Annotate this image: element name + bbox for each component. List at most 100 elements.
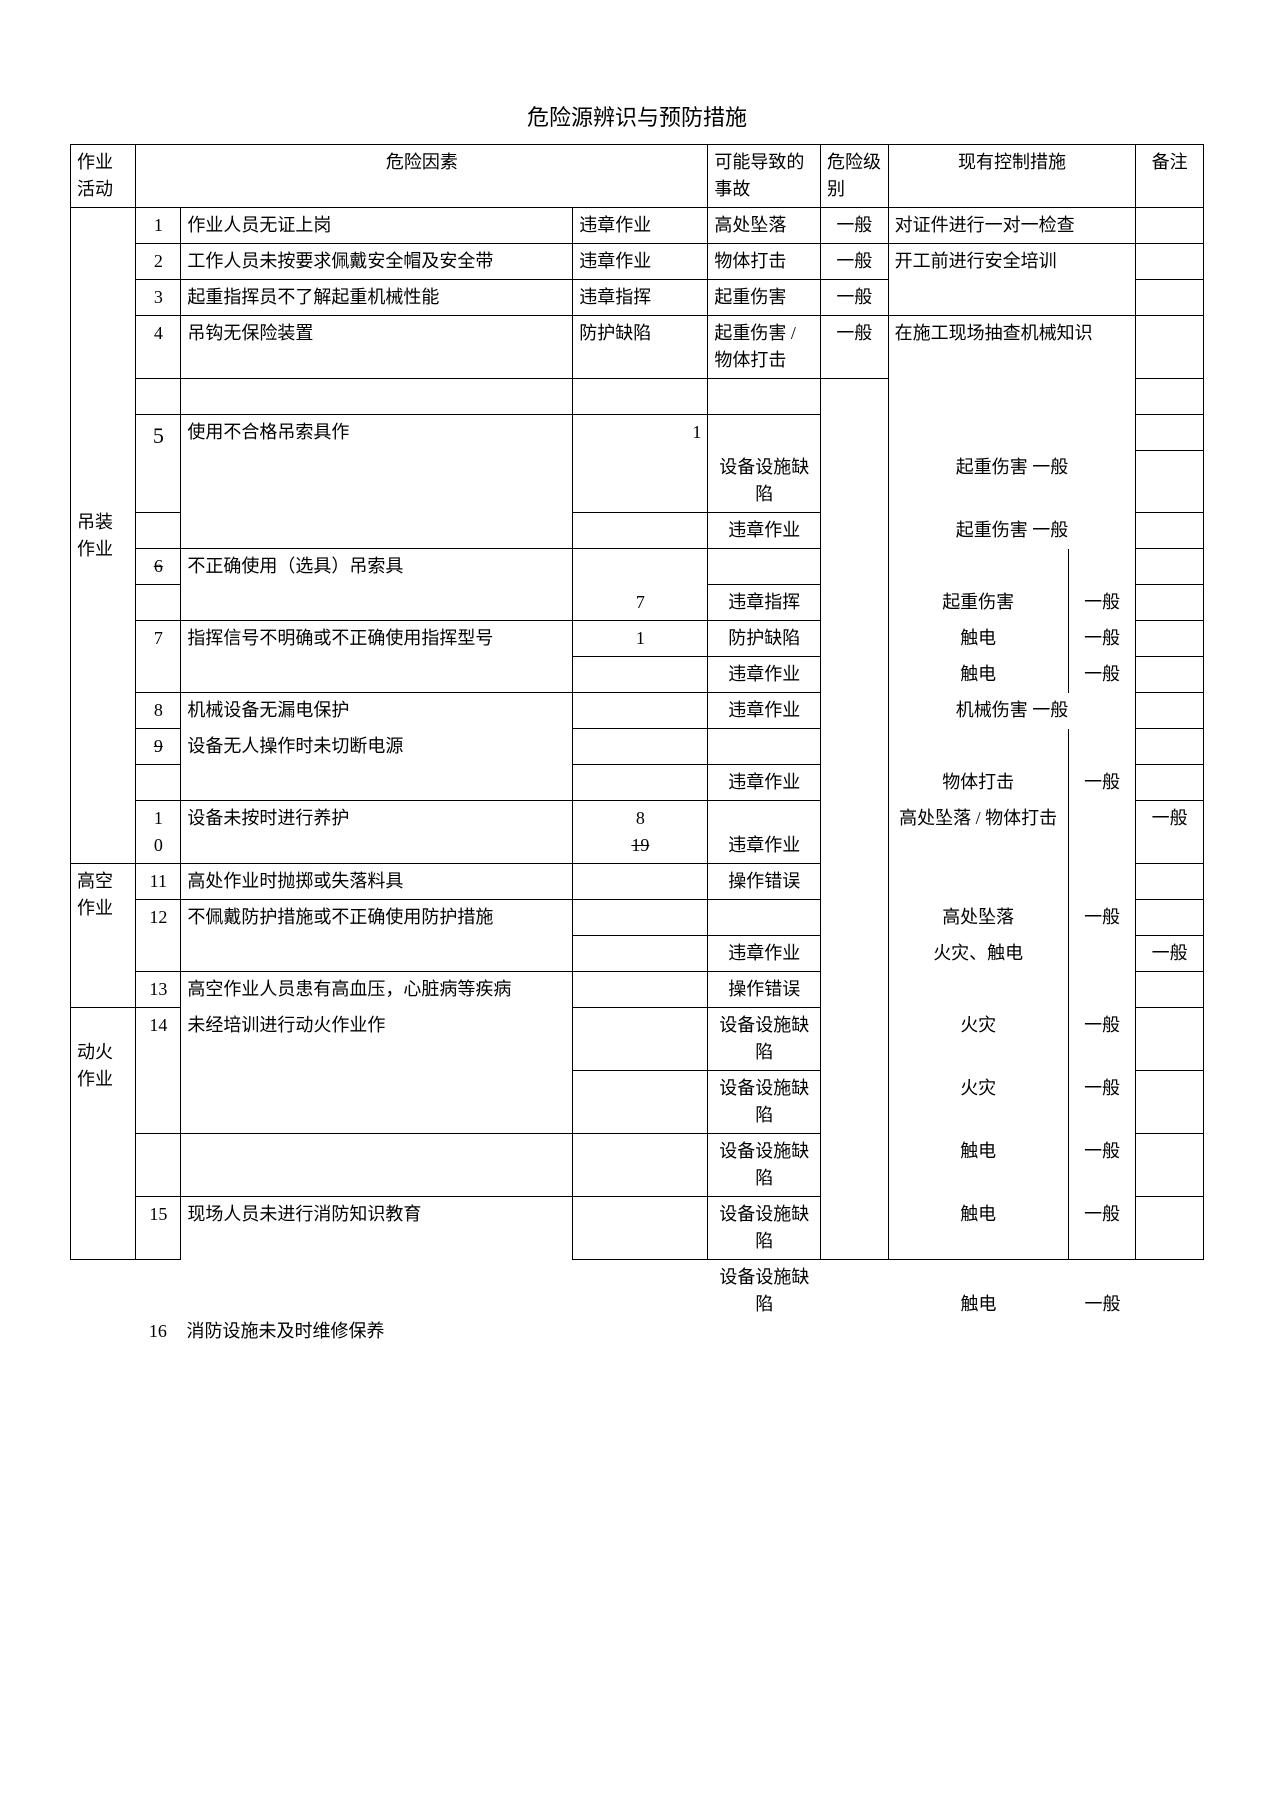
table-row: 违章作业 起重伤害 一般: [71, 513, 1204, 549]
empty-cell: [1068, 936, 1136, 972]
num-cell: 9: [136, 729, 181, 765]
accident: 高处坠落: [888, 900, 1068, 936]
empty-cell: [708, 729, 821, 765]
note-cell: [1136, 1134, 1204, 1197]
header-row: 作业活动 危险因素 可能导致的事故 危险级别 现有控制措施 备注: [71, 145, 1204, 208]
accident: 触电: [888, 1134, 1068, 1197]
empty-cell: [1068, 729, 1136, 765]
table-row: 设备设施缺陷 触电 一般: [71, 1134, 1204, 1197]
num-cell: 12: [136, 900, 181, 972]
table-row: 15 现场人员未进行消防知识教育 设备设施缺陷 触电 一般: [71, 1197, 1204, 1260]
hazard-cell: 现场人员未进行消防知识教育: [181, 1197, 573, 1260]
empty-cell: [136, 513, 181, 549]
accident-cell: 违章作业: [708, 513, 821, 549]
hdr-note: 备注: [1136, 145, 1204, 208]
accident: 起重伤害: [888, 585, 1068, 621]
empty-cell: [888, 549, 1068, 585]
num-cell: 13: [136, 972, 181, 1008]
violation-cell: 违章作业: [573, 208, 708, 244]
table-row: 4 吊钩无保险装置 防护缺陷 起重伤害 / 物体打击 一般 在施工现场抽查机械知…: [71, 316, 1204, 379]
hdr-activity: 作业活动: [71, 145, 136, 208]
note-cell: [1136, 208, 1204, 244]
num-cell: 14: [136, 1008, 181, 1134]
num-cell: 10: [136, 801, 181, 864]
hazard-cell: 不佩戴防护措施或不正确使用防护措施: [181, 900, 573, 972]
note-cell: [1136, 549, 1204, 585]
num-cell: 4: [136, 316, 181, 379]
empty-cell: [181, 1134, 573, 1197]
level: 一般: [1136, 801, 1204, 864]
hazard-cell: 消防设施未及时维修保养: [180, 1260, 572, 1349]
hazard-cell: 指挥信号不明确或不正确使用指挥型号: [181, 621, 573, 693]
accident-cell: 设备设施缺陷: [708, 1134, 821, 1197]
accident-cell: 设备设施缺陷: [708, 450, 821, 513]
hdr-hazard: 危险因素: [136, 145, 708, 208]
table-row: 7 指挥信号不明确或不正确使用指挥型号 1 防护缺陷 触电 一般: [71, 621, 1204, 657]
hazard-cell: 设备无人操作时未切断电源: [181, 729, 573, 801]
hdr-control: 现有控制措施: [888, 145, 1136, 208]
accident-cell: 违章作业: [708, 657, 821, 693]
note-cell: [1136, 765, 1204, 801]
level-cell: 一般: [821, 208, 889, 244]
note-cell: [1136, 1071, 1204, 1134]
note-cell: [1136, 280, 1204, 316]
table-row: [71, 379, 1204, 415]
num-cell: 5: [136, 415, 181, 513]
note-cell: [1136, 729, 1204, 765]
note-cell: [1136, 513, 1204, 549]
empty-cell: [1068, 801, 1136, 864]
accident-cell: 违章作业: [708, 693, 821, 729]
num-cell: 8: [136, 693, 181, 729]
note-cell: [1136, 621, 1204, 657]
mid-num: 1: [573, 415, 708, 451]
empty-cell: [821, 379, 889, 1260]
level: 一般: [1068, 585, 1136, 621]
empty-cell: [573, 765, 708, 801]
level: 一般: [1068, 765, 1136, 801]
accident: 火灾: [888, 1008, 1068, 1071]
note-cell: [1136, 415, 1204, 451]
empty-cell: [573, 864, 708, 900]
hazard-cell: 使用不合格吊索具作: [181, 415, 573, 513]
accident-cell: 起重伤害: [708, 280, 821, 316]
hazard-cell: 机械设备无漏电保护: [181, 693, 573, 729]
mid-num: 1: [573, 621, 708, 657]
hazard-cell: 作业人员无证上岗: [181, 208, 573, 244]
level-cell: 一般: [821, 280, 889, 316]
note-cell: [1136, 316, 1204, 379]
table-row: 5 使用不合格吊索具作 1: [71, 415, 1204, 451]
activity-1: 吊装作业: [71, 208, 136, 864]
num-cell: 3: [136, 280, 181, 316]
level: 一般: [1068, 1008, 1136, 1071]
table-row: 动火作业 14 未经培训进行动火作业作 设备设施缺陷 火灾 一般: [71, 1008, 1204, 1071]
accident-cell: 操作错误: [708, 864, 821, 900]
empty-cell: [1068, 864, 1136, 900]
note-cell: [1136, 972, 1204, 1008]
num-cell: 6: [136, 549, 181, 585]
activity-3: 动火作业: [71, 1008, 136, 1260]
level-cell: 一般: [821, 244, 889, 280]
note-cell: [1136, 900, 1204, 936]
empty-cell: [573, 513, 708, 549]
empty-cell: [573, 1008, 708, 1071]
accident: 触电: [888, 657, 1068, 693]
empty-cell: [573, 936, 708, 972]
empty-cell: [1068, 549, 1136, 585]
note-cell: [1136, 244, 1204, 280]
num-cell: 16: [135, 1260, 180, 1349]
level: 一般: [1068, 657, 1136, 693]
hazard-cell: 高空作业人员患有高血压，心脏病等疾病: [181, 972, 573, 1008]
empty-cell: [573, 900, 708, 936]
table-row: 9 设备无人操作时未切断电源: [71, 729, 1204, 765]
num-cell: 7: [136, 621, 181, 693]
empty-cell: [708, 900, 821, 936]
level: 一般: [1068, 1071, 1136, 1134]
accident: 火灾、触电: [888, 936, 1068, 1008]
hdr-level: 危险级别: [821, 145, 889, 208]
accident-cell: 高处坠落: [708, 208, 821, 244]
note-cell: [1136, 1197, 1204, 1260]
hdr-accident: 可能导致的事故: [708, 145, 821, 208]
control-cell: 在施工现场抽查机械知识: [888, 316, 1136, 379]
empty-cell: [708, 549, 821, 585]
level: 一般: [1069, 1260, 1137, 1349]
